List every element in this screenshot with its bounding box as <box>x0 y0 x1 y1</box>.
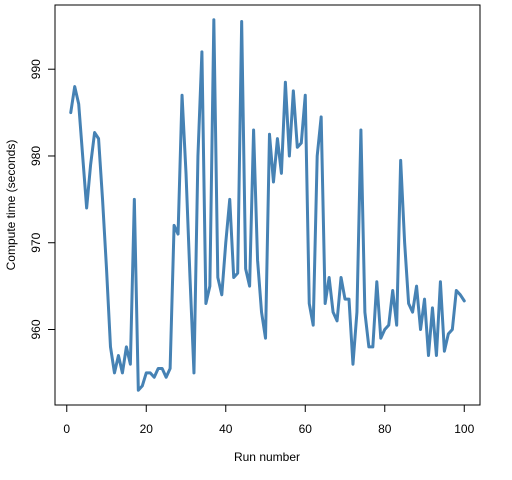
y-tick-label: 980 <box>29 146 43 166</box>
y-axis-label: Compute time (seconds) <box>4 140 18 271</box>
x-tick-label: 100 <box>454 422 474 436</box>
y-tick-label: 960 <box>29 319 43 339</box>
y-tick-label: 990 <box>29 59 43 79</box>
x-tick-label: 40 <box>219 422 233 436</box>
data-line <box>69 18 466 392</box>
x-tick-label: 0 <box>63 422 70 436</box>
plot-box <box>54 4 481 406</box>
x-tick-label: 80 <box>378 422 392 436</box>
y-tick-label: 970 <box>29 232 43 252</box>
x-tick-label: 20 <box>140 422 154 436</box>
x-axis-label: Run number <box>234 450 300 464</box>
x-tick-label: 60 <box>299 422 313 436</box>
